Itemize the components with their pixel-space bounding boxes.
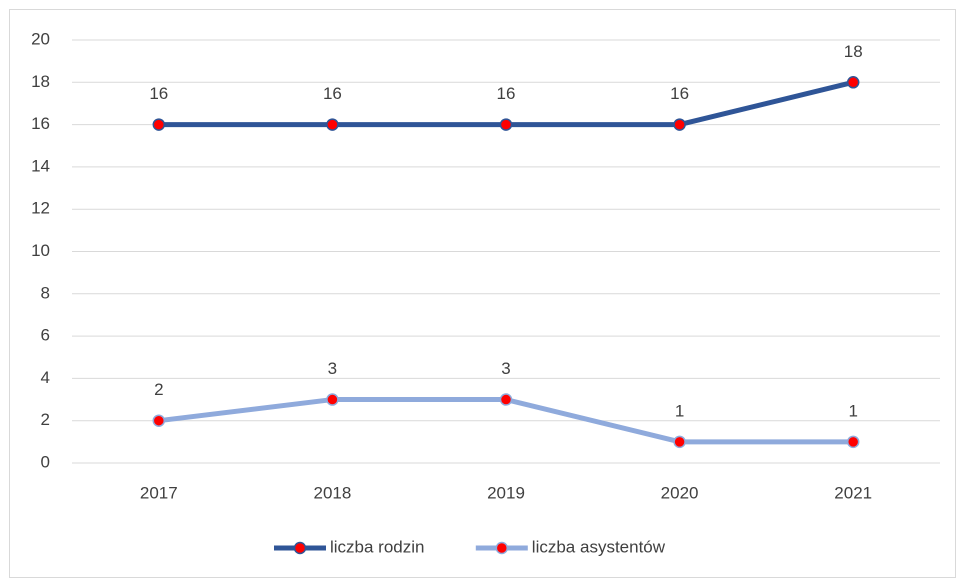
y-tick-label: 20 <box>31 29 50 48</box>
x-tick-label: 2020 <box>661 483 699 502</box>
data-label: 2 <box>154 380 163 399</box>
data-label: 16 <box>323 84 342 103</box>
y-tick-label: 2 <box>41 410 50 429</box>
x-tick-label: 2017 <box>140 483 178 502</box>
y-tick-label: 4 <box>41 368 50 387</box>
y-tick-label: 6 <box>41 326 50 345</box>
y-tick-label: 18 <box>31 72 50 91</box>
marker <box>326 393 339 406</box>
data-label: 16 <box>149 84 168 103</box>
y-tick-label: 14 <box>31 156 50 175</box>
data-label: 16 <box>670 84 689 103</box>
marker <box>846 76 860 89</box>
y-tick-label: 8 <box>41 283 50 302</box>
data-label: 3 <box>501 359 510 378</box>
data-label: 1 <box>848 401 857 420</box>
y-tick-label: 0 <box>41 452 50 471</box>
data-label: 16 <box>497 84 516 103</box>
data-label: 18 <box>844 42 863 61</box>
legend-label: liczba rodzin <box>330 537 425 556</box>
marker <box>499 118 513 131</box>
y-tick-label: 16 <box>31 114 50 133</box>
data-label: 3 <box>328 359 337 378</box>
marker <box>499 393 513 406</box>
marker <box>326 118 339 131</box>
legend-marker <box>495 541 509 555</box>
marker <box>152 118 166 131</box>
y-tick-label: 12 <box>31 199 50 218</box>
legend-marker <box>293 541 307 555</box>
marker <box>673 435 686 449</box>
x-tick-label: 2021 <box>834 483 872 502</box>
legend-label: liczba asystentów <box>532 537 666 556</box>
x-tick-label: 2018 <box>313 483 351 502</box>
marker <box>152 414 166 427</box>
x-tick-label: 2019 <box>487 483 525 502</box>
y-tick-label: 10 <box>31 241 50 260</box>
data-label: 1 <box>675 401 684 420</box>
marker <box>846 435 860 449</box>
marker <box>673 118 686 131</box>
